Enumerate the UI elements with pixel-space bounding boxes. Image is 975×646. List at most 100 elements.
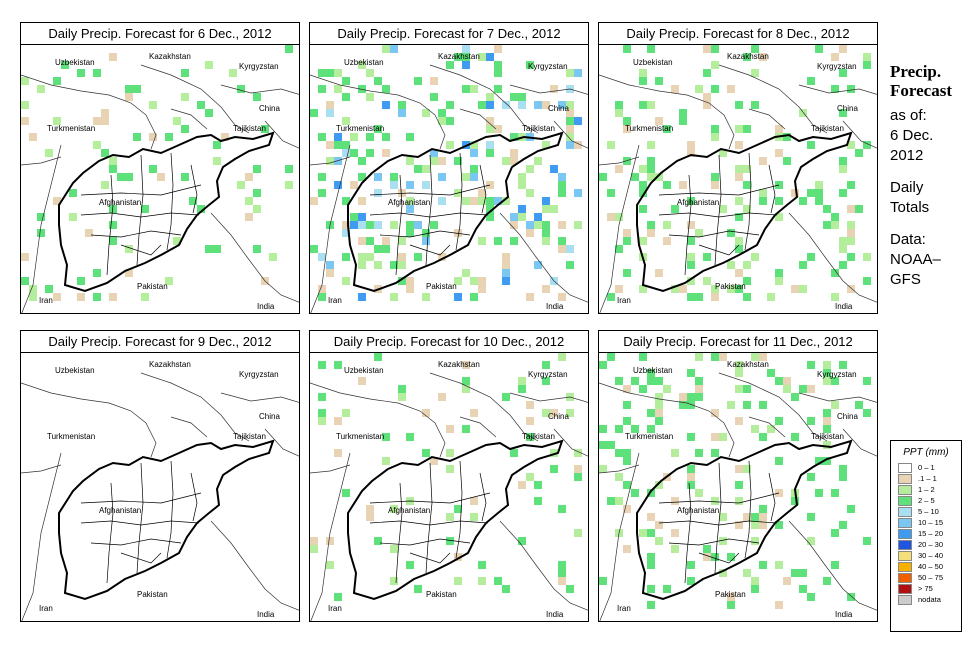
precip-cell	[711, 293, 719, 301]
precip-cell	[534, 481, 542, 489]
precip-cell	[382, 245, 390, 253]
precip-cell	[213, 157, 221, 165]
province-border	[80, 492, 202, 504]
precip-cell	[639, 205, 647, 213]
panel-title: Daily Precip. Forecast for 9 Dec., 2012	[21, 331, 299, 353]
legend: PPT (mm) 0 – 1 .1 – 1 1 – 2 2 – 5 5 – 10 10 –…	[890, 440, 962, 632]
precip-cell	[189, 197, 197, 205]
country-label: Pakistan	[426, 590, 457, 599]
precip-cell	[422, 449, 430, 457]
precip-cell	[390, 505, 398, 513]
precip-map: Kazakhstan Uzbekistan Kyrgyzstan China Turkm…	[599, 45, 877, 313]
precip-cell	[823, 361, 831, 369]
precip-cell	[839, 473, 847, 481]
country-label: Uzbekistan	[344, 366, 384, 375]
precip-cell	[462, 53, 470, 61]
country-label: Kazakhstan	[149, 360, 191, 369]
precip-cell	[807, 385, 815, 393]
country-label: Kyrgyzstan	[239, 62, 279, 71]
country-border	[21, 144, 62, 313]
precip-cell	[125, 173, 133, 181]
precip-cell	[775, 601, 783, 609]
precip-cell	[69, 189, 77, 197]
precip-cell	[759, 433, 767, 441]
precip-cell	[695, 377, 703, 385]
sidebar-data-line3: GFS	[890, 271, 921, 288]
precip-cell	[93, 117, 101, 125]
legend-item: 15 – 20	[898, 528, 961, 539]
country-label: China	[259, 412, 280, 421]
country-label: Kazakhstan	[149, 52, 191, 61]
precip-cell	[647, 165, 655, 173]
precip-cell	[350, 213, 358, 221]
precip-cell	[534, 157, 542, 165]
precip-cell	[542, 377, 550, 385]
precip-cell	[574, 473, 582, 481]
precip-cell	[470, 197, 478, 205]
precip-cell	[719, 513, 727, 521]
province-border	[455, 152, 463, 251]
precip-cell	[655, 409, 663, 417]
precip-cell	[751, 577, 759, 585]
precip-cell	[751, 425, 759, 433]
precip-cell	[526, 417, 534, 425]
precip-cell	[486, 125, 494, 133]
precip-cell	[663, 585, 671, 593]
precip-cell	[751, 585, 759, 593]
precip-cell	[245, 213, 253, 221]
province-border	[668, 230, 760, 238]
precip-cell	[470, 141, 478, 149]
precip-cell	[37, 85, 45, 93]
precip-cell	[711, 409, 719, 417]
precip-cell	[318, 409, 326, 417]
precip-cell	[318, 393, 326, 401]
precip-cell	[566, 69, 574, 77]
precip-cell	[93, 141, 101, 149]
precip-cell	[807, 537, 815, 545]
precip-cell	[446, 61, 454, 69]
precip-cell	[181, 93, 189, 101]
precip-cell	[438, 173, 446, 181]
precip-cell	[639, 237, 647, 245]
precip-cell	[462, 269, 470, 277]
precip-cell	[510, 449, 518, 457]
precip-cell	[767, 425, 775, 433]
country-label: Afghanistan	[677, 506, 719, 515]
precip-cell	[839, 361, 847, 369]
country-label: Turkmenistan	[625, 432, 673, 441]
precip-cell	[743, 53, 751, 61]
precip-cell	[446, 101, 454, 109]
precip-cell	[398, 261, 406, 269]
precip-cell	[711, 433, 719, 441]
precip-cell	[615, 425, 623, 433]
precip-cell	[558, 569, 566, 577]
precip-cell	[526, 189, 534, 197]
province-border	[369, 492, 491, 504]
precip-cell	[839, 165, 847, 173]
legend-title: PPT (mm)	[903, 447, 949, 458]
precip-cell	[775, 521, 783, 529]
province-border	[684, 482, 692, 584]
precip-cell	[109, 165, 117, 173]
country-label: India	[546, 610, 564, 619]
province-border	[714, 462, 722, 574]
precip-cell	[438, 117, 446, 125]
precip-cell	[687, 393, 695, 401]
country-label: Afghanistan	[388, 506, 430, 515]
precip-cell	[478, 197, 486, 205]
precip-cell	[695, 449, 703, 457]
country-label: Tajikistan	[811, 124, 844, 133]
sidebar-title-line2: Forecast	[890, 81, 952, 100]
precip-cell	[799, 109, 807, 117]
precip-cell	[735, 173, 743, 181]
precip-cell	[815, 197, 823, 205]
precip-cell	[679, 285, 687, 293]
legend-item: 2 – 5	[898, 495, 961, 506]
precip-cell	[486, 101, 494, 109]
country-border	[798, 84, 877, 95]
precip-cell	[639, 189, 647, 197]
precip-cell	[839, 69, 847, 77]
precip-cell	[253, 245, 261, 253]
precip-cell	[374, 537, 382, 545]
legend-item: 30 – 40	[898, 550, 961, 561]
